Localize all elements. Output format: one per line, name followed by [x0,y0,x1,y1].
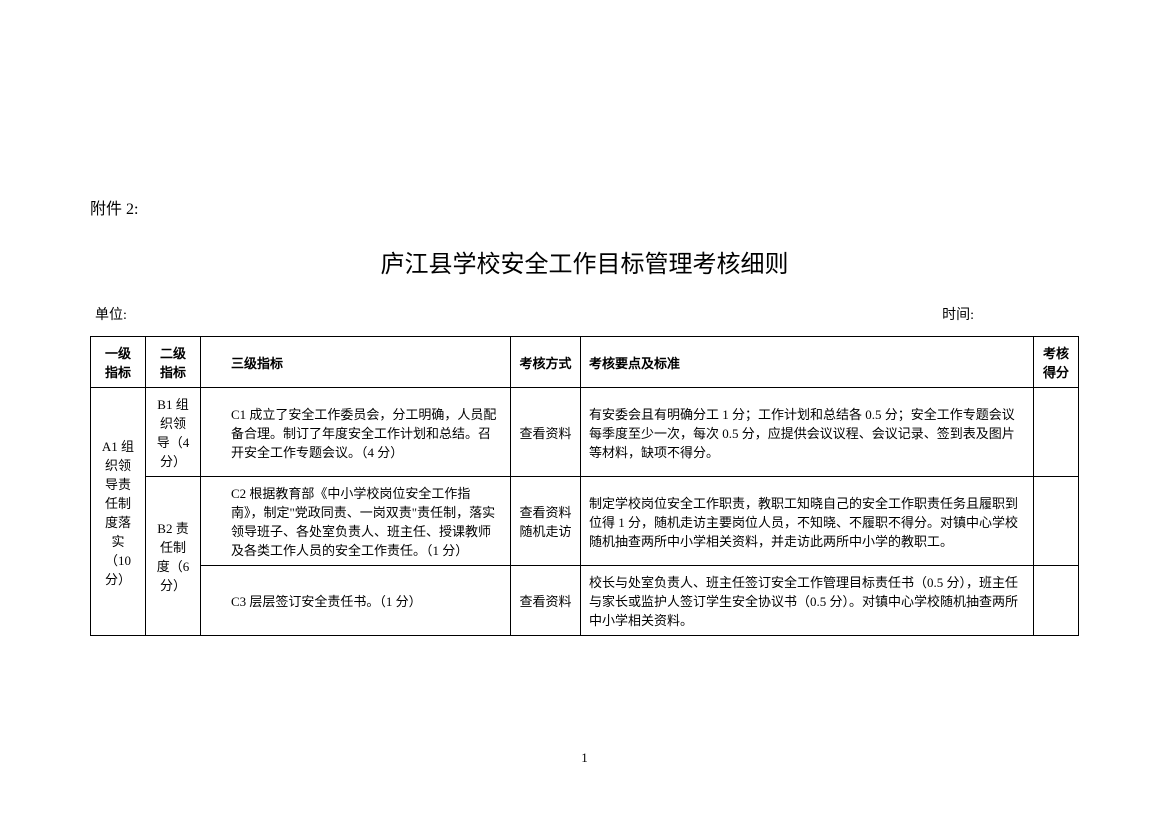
cell-level1: A1 组织领导责任制度落实（10分） [91,388,146,636]
cell-score [1034,566,1079,636]
cell-standard: 有安委会且有明确分工 1 分；工作计划和总结各 0.5 分；安全工作专题会议每季… [581,388,1034,477]
page-title: 庐江县学校安全工作目标管理考核细则 [90,244,1079,279]
header-standard: 考核要点及标准 [581,337,1034,388]
table-row: B2 责任制度（6 分） C2 根据教育部《中小学校岗位安全工作指南》，制定"党… [91,477,1079,566]
cell-level2: B1 组织领导（4 分） [146,388,201,477]
cell-standard: 校长与处室负责人、班主任签订安全工作管理目标责任书（0.5 分），班主任与家长或… [581,566,1034,636]
cell-method: 查看资料 [511,388,581,477]
header-level2: 二级指标 [146,337,201,388]
table-row: A1 组织领导责任制度落实（10分） B1 组织领导（4 分） C1 成立了安全… [91,388,1079,477]
table-row: C3 层层签订安全责任书。（1 分） 查看资料 校长与处室负责人、班主任签订安全… [91,566,1079,636]
header-level3: 三级指标 [201,337,511,388]
page-number: 1 [581,750,588,766]
cell-standard: 制定学校岗位安全工作职责，教职工知晓自己的安全工作职责任务且履职到位得 1 分，… [581,477,1034,566]
cell-score [1034,388,1079,477]
cell-level3: C3 层层签订安全责任书。（1 分） [201,566,511,636]
meta-row: 单位: 时间: [90,304,1079,324]
header-score: 考核得分 [1034,337,1079,388]
header-level1: 一级指标 [91,337,146,388]
header-method: 考核方式 [511,337,581,388]
cell-level2: B2 责任制度（6 分） [146,477,201,636]
cell-method: 查看资料 [511,566,581,636]
cell-method: 查看资料随机走访 [511,477,581,566]
cell-level3: C1 成立了安全工作委员会，分工明确，人员配备合理。制订了年度安全工作计划和总结… [201,388,511,477]
assessment-table: 一级指标 二级指标 三级指标 考核方式 考核要点及标准 考核得分 A1 组织领导… [90,336,1079,636]
table-header-row: 一级指标 二级指标 三级指标 考核方式 考核要点及标准 考核得分 [91,337,1079,388]
attachment-label: 附件 2: [90,195,1079,219]
time-label: 时间: [942,304,974,324]
cell-score [1034,477,1079,566]
cell-level3: C2 根据教育部《中小学校岗位安全工作指南》，制定"党政同责、一岗双责"责任制，… [201,477,511,566]
unit-label: 单位: [95,304,127,324]
